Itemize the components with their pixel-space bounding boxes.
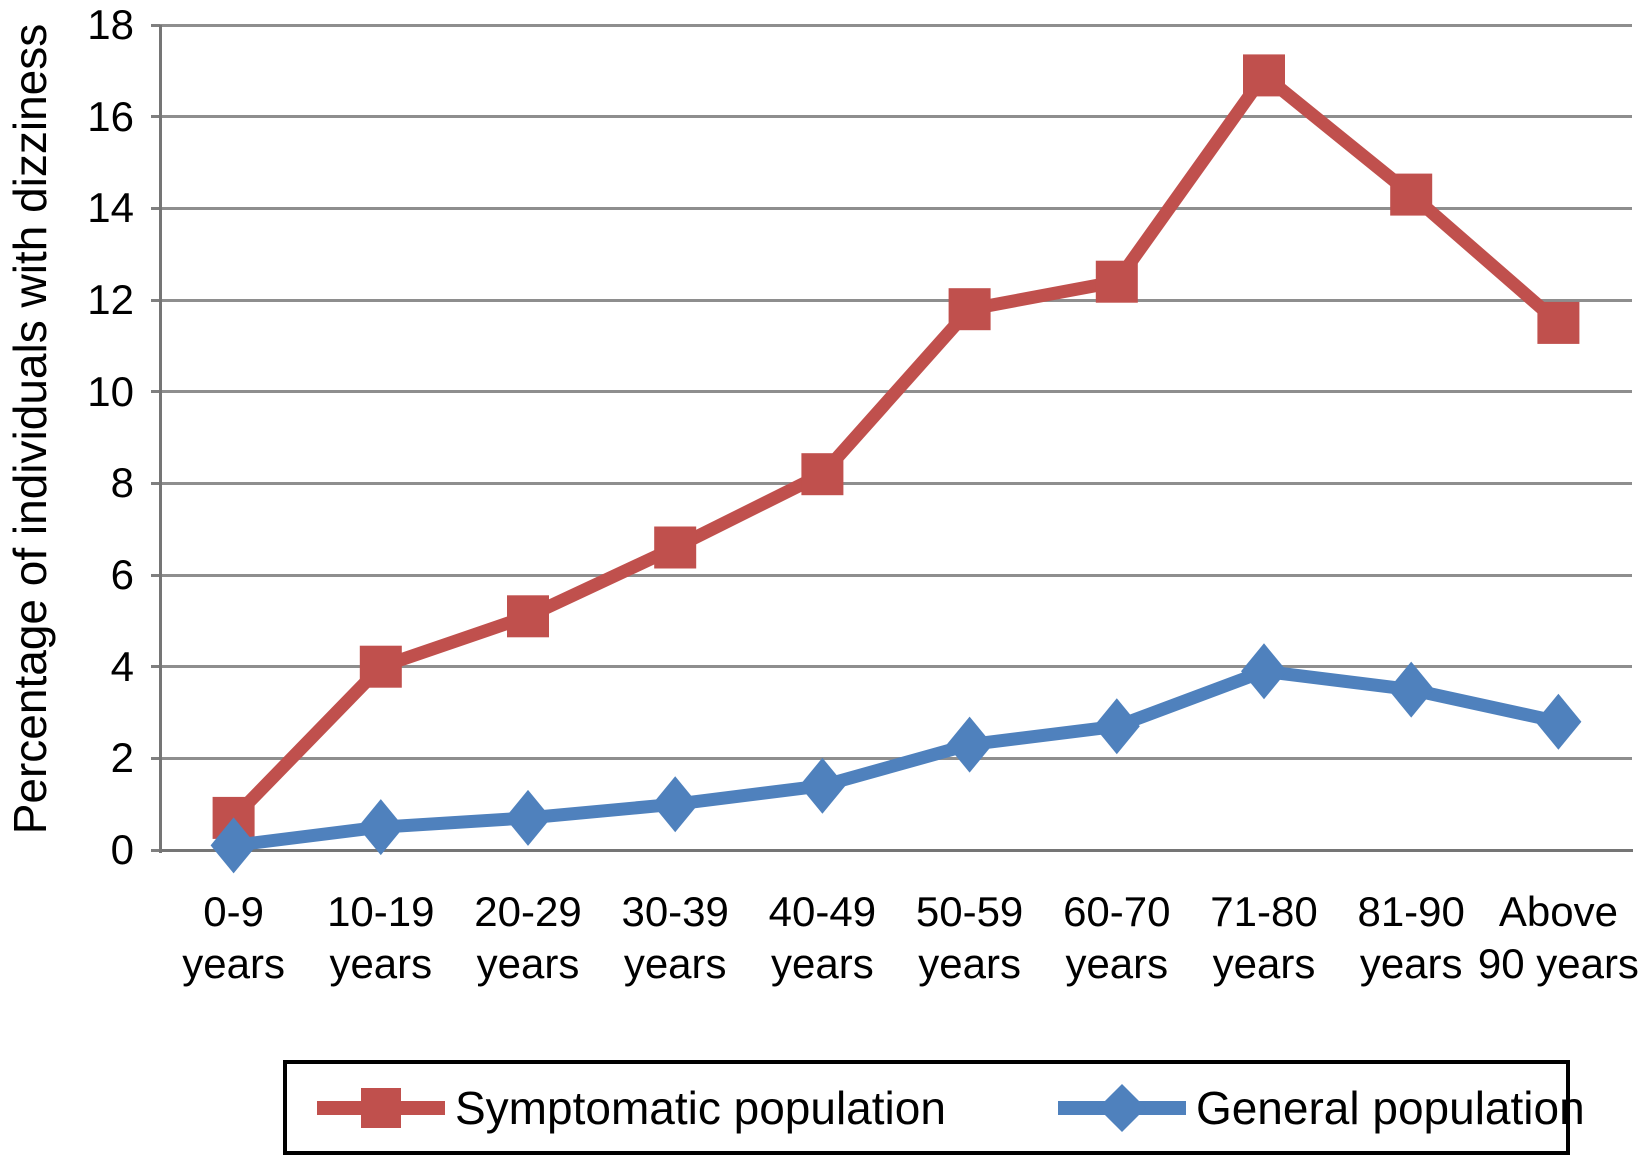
- gridline: [160, 115, 1632, 119]
- legend-label-general: General population: [1195, 1081, 1585, 1134]
- x-axis-tick-label: 20-29 years: [438, 886, 618, 990]
- legend-item-symptomatic: Symptomatic population: [317, 1081, 946, 1135]
- data-point-marker-square: [948, 288, 991, 331]
- x-axis-tick-label: 30-39 years: [585, 886, 765, 990]
- legend-marker-diamond-icon: [1057, 1082, 1186, 1134]
- data-point-marker-diamond: [1388, 661, 1435, 718]
- legend-label-symptomatic: Symptomatic population: [455, 1081, 946, 1134]
- y-axis-tick-label: 0: [110, 826, 134, 873]
- y-axis-tick-mark: [151, 848, 160, 852]
- data-point-marker-square: [654, 526, 697, 569]
- x-axis-tick-label-line: Above: [1498, 888, 1618, 935]
- x-axis-tick-label-line: years: [918, 940, 1021, 987]
- y-axis-tick-mark: [151, 665, 160, 669]
- y-axis-tick-label: 4: [110, 642, 134, 690]
- x-axis-tick-label: 0-9 years: [144, 886, 324, 990]
- x-axis-tick-label-line: 81-90: [1357, 888, 1465, 935]
- y-axis-tick-label: 18: [87, 1, 134, 48]
- data-point-marker-square: [1537, 301, 1580, 344]
- data-point-marker-diamond: [652, 776, 699, 833]
- y-axis-tick-mark: [151, 481, 160, 485]
- data-point-marker-square: [1095, 260, 1138, 303]
- x-axis-tick-label: 50-59 years: [880, 886, 1060, 990]
- y-axis-tick-label: 2: [110, 734, 134, 782]
- series-line-square: [228, 68, 1563, 823]
- gridline: [160, 481, 1632, 485]
- x-axis-tick-label-line: years: [329, 940, 433, 987]
- data-point-marker-square: [801, 453, 844, 496]
- x-axis-tick-label-line: years: [1212, 940, 1316, 987]
- gridline: [160, 573, 1632, 577]
- y-axis-tick-mark: [151, 23, 160, 27]
- x-axis-tick-label-line: 50-59: [915, 888, 1024, 935]
- gridline: [160, 298, 1632, 302]
- y-axis-tick-mark: [151, 298, 160, 302]
- y-axis-tick-mark: [151, 115, 160, 119]
- x-axis-tick-label-line: years: [1065, 940, 1169, 987]
- x-axis-tick-label-line: 20-29: [474, 888, 582, 935]
- x-axis-tick-label-line: years: [182, 940, 285, 987]
- data-point-marker-diamond: [1535, 693, 1582, 750]
- x-axis-tick-label-line: 40-49: [768, 888, 877, 935]
- y-axis-tick-mark: [151, 390, 160, 394]
- chart-canvas: [210, 54, 1582, 874]
- x-axis-tick-label: 71-80 years: [1174, 886, 1354, 990]
- x-axis-tick-label-line: 60-70: [1063, 888, 1171, 935]
- x-axis-tick-label: 40-49 years: [732, 886, 912, 990]
- x-axis-tick-label: 10-19 years: [291, 886, 471, 990]
- y-axis-tick-mark: [151, 756, 160, 760]
- y-axis-tick-label: 14: [87, 184, 134, 232]
- x-axis-tick-label-line: 71-80: [1210, 888, 1318, 935]
- x-axis-line: [159, 849, 1633, 852]
- data-point-marker-diamond: [357, 799, 404, 856]
- data-point-marker-square: [1243, 54, 1285, 97]
- gridline: [160, 665, 1632, 669]
- gridline: [160, 756, 1632, 760]
- x-axis-tick-label-line: years: [771, 940, 874, 987]
- y-axis-tick-label: 8: [110, 459, 134, 507]
- data-point-marker-diamond: [1241, 643, 1287, 700]
- data-point-marker-square: [359, 645, 402, 688]
- x-axis-tick-label-line: 0-9: [203, 888, 264, 935]
- x-axis-tick-label: Above 90 years: [1468, 886, 1648, 990]
- y-axis-tick-label: 10: [87, 367, 134, 415]
- x-axis-tick-label-line: years: [623, 940, 727, 987]
- x-axis-tick-label-line: years: [1359, 940, 1463, 987]
- data-point-marker-diamond: [210, 817, 257, 874]
- x-axis-tick-label-line: years: [476, 940, 580, 987]
- x-axis-tick-label-line: 10-19: [327, 888, 435, 935]
- legend: Symptomatic population General populatio…: [283, 1060, 1585, 1155]
- x-axis-tick-label-line: 90 years: [1477, 940, 1639, 987]
- plot-area: [159, 23, 1633, 874]
- legend-item-general: General population: [1057, 1081, 1585, 1135]
- square-marker-icon: [361, 1087, 401, 1128]
- gridline: [160, 206, 1632, 210]
- data-point-marker-square: [507, 595, 549, 638]
- series-line-diamond: [232, 664, 1560, 852]
- gridline: [160, 23, 1632, 27]
- x-axis-tick-label-line: 30-39: [621, 888, 729, 935]
- y-axis-tick-mark: [151, 573, 160, 577]
- data-point-marker-diamond: [799, 757, 846, 814]
- y-axis-tick-label: 6: [110, 551, 134, 598]
- x-axis-tick-label: 60-70 years: [1027, 886, 1207, 990]
- legend-marker-square-icon: [317, 1082, 445, 1134]
- y-axis-tick-mark: [151, 206, 160, 210]
- data-point-marker-diamond: [505, 789, 551, 846]
- y-axis-tick-label: 12: [87, 276, 134, 323]
- y-axis-line: [159, 25, 162, 853]
- data-point-marker-diamond: [1093, 698, 1140, 755]
- x-axis-tick-label: 81-90 years: [1321, 886, 1501, 990]
- data-point-marker-square: [1390, 173, 1433, 216]
- data-point-marker-diamond: [946, 716, 993, 773]
- y-axis-tick-label: 16: [87, 92, 134, 140]
- diamond-marker-icon: [1097, 1083, 1146, 1132]
